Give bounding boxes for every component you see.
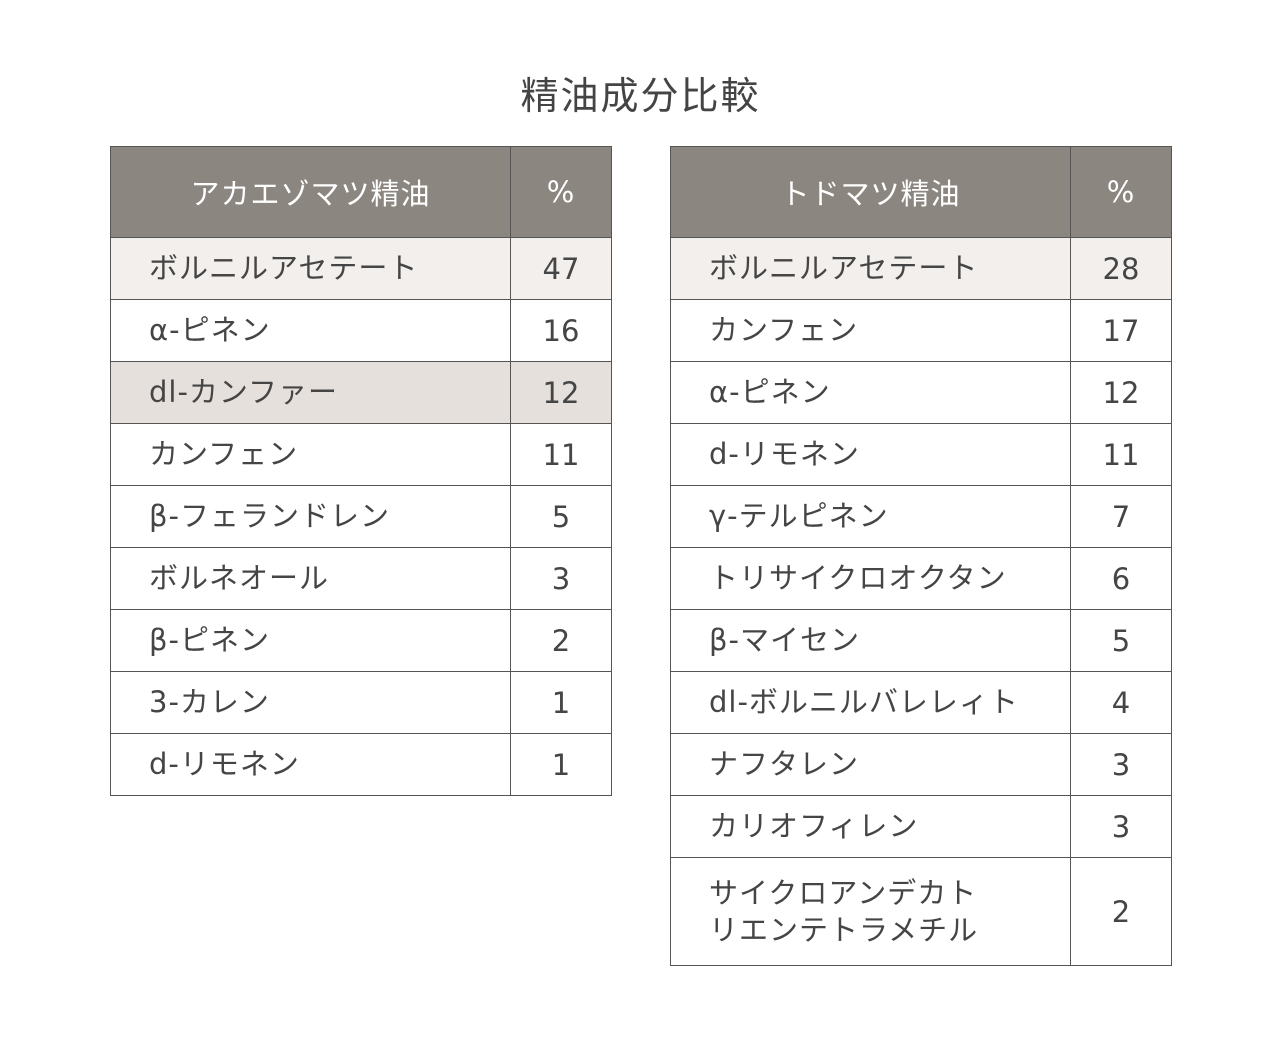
component-percent: 4 — [1070, 671, 1172, 734]
component-name: 3-カレン — [110, 671, 511, 734]
table-row: ボルニルアセテート 47 — [110, 237, 612, 300]
table-header-row: トドマツ精油 % — [670, 146, 1172, 238]
component-percent: 5 — [510, 485, 612, 548]
component-name: β-マイセン — [670, 609, 1071, 672]
component-name: ボルニルアセテート — [110, 237, 511, 300]
component-name: α-ピネン — [670, 361, 1071, 424]
component-name: カンフェン — [110, 423, 511, 486]
component-percent: 47 — [510, 237, 612, 300]
table-row: ボルニルアセテート 28 — [670, 237, 1172, 300]
table-row: d-リモネン 11 — [670, 423, 1172, 486]
table-row: 3-カレン 1 — [110, 671, 612, 734]
table-row: d-リモネン 1 — [110, 733, 612, 796]
component-percent: 2 — [1070, 857, 1172, 966]
page-title: 精油成分比較 — [520, 74, 761, 118]
component-percent: 12 — [510, 361, 612, 424]
table-row: β-マイセン 5 — [670, 609, 1172, 672]
column-header-oil-name: アカエゾマツ精油 — [110, 146, 511, 238]
table-header-row: アカエゾマツ精油 % — [110, 146, 612, 238]
component-percent: 12 — [1070, 361, 1172, 424]
table-row: β-ピネン 2 — [110, 609, 612, 672]
component-name: ボルニルアセテート — [670, 237, 1071, 300]
component-name: d-リモネン — [670, 423, 1071, 486]
component-name: α-ピネン — [110, 299, 511, 362]
component-name: d-リモネン — [110, 733, 511, 796]
component-percent: 17 — [1070, 299, 1172, 362]
component-percent: 6 — [1070, 547, 1172, 610]
akaezomatsu-oil-table: アカエゾマツ精油 % ボルニルアセテート 47 α-ピネン 16 dl-カンファ… — [110, 146, 612, 796]
table-row: トリサイクロオクタン 6 — [670, 547, 1172, 610]
component-percent: 28 — [1070, 237, 1172, 300]
component-percent: 7 — [1070, 485, 1172, 548]
component-percent: 3 — [1070, 733, 1172, 796]
column-header-oil-name: トドマツ精油 — [670, 146, 1071, 238]
component-percent: 11 — [510, 423, 612, 486]
component-percent: 1 — [510, 733, 612, 796]
table-row: β-フェランドレン 5 — [110, 485, 612, 548]
component-name: dl-カンファー — [110, 361, 511, 424]
table-row: カンフェン 11 — [110, 423, 612, 486]
column-header-percent: % — [510, 146, 612, 238]
component-name: dl-ボルニルバレレィト — [670, 671, 1071, 734]
component-percent: 3 — [1070, 795, 1172, 858]
table-row: ボルネオール 3 — [110, 547, 612, 610]
component-percent: 1 — [510, 671, 612, 734]
table-row: α-ピネン 16 — [110, 299, 612, 362]
component-percent: 16 — [510, 299, 612, 362]
component-percent: 5 — [1070, 609, 1172, 672]
component-name-line: リエンテトラメチル — [709, 912, 979, 947]
table-row: γ-テルピネン 7 — [670, 485, 1172, 548]
component-name-line: サイクロアンデカト — [709, 875, 978, 910]
component-name: β-フェランドレン — [110, 485, 511, 548]
column-header-percent: % — [1070, 146, 1172, 238]
component-name: ナフタレン — [670, 733, 1071, 796]
component-name: トリサイクロオクタン — [670, 547, 1071, 610]
table-row: α-ピネン 12 — [670, 361, 1172, 424]
component-percent: 2 — [510, 609, 612, 672]
todomatsu-oil-table: トドマツ精油 % ボルニルアセテート 28 カンフェン 17 α-ピネン 12 … — [670, 146, 1172, 966]
component-name: β-ピネン — [110, 609, 511, 672]
component-name: ボルネオール — [110, 547, 511, 610]
table-row: dl-ボルニルバレレィト 4 — [670, 671, 1172, 734]
table-row: ナフタレン 3 — [670, 733, 1172, 796]
table-row: カリオフィレン 3 — [670, 795, 1172, 858]
component-name: γ-テルピネン — [670, 485, 1071, 548]
component-percent: 11 — [1070, 423, 1172, 486]
table-row: サイクロアンデカト リエンテトラメチル 2 — [670, 857, 1172, 966]
component-name: カリオフィレン — [670, 795, 1071, 858]
component-name: サイクロアンデカト リエンテトラメチル — [670, 857, 1071, 966]
table-row: dl-カンファー 12 — [110, 361, 612, 424]
component-name: カンフェン — [670, 299, 1071, 362]
component-percent: 3 — [510, 547, 612, 610]
table-row: カンフェン 17 — [670, 299, 1172, 362]
